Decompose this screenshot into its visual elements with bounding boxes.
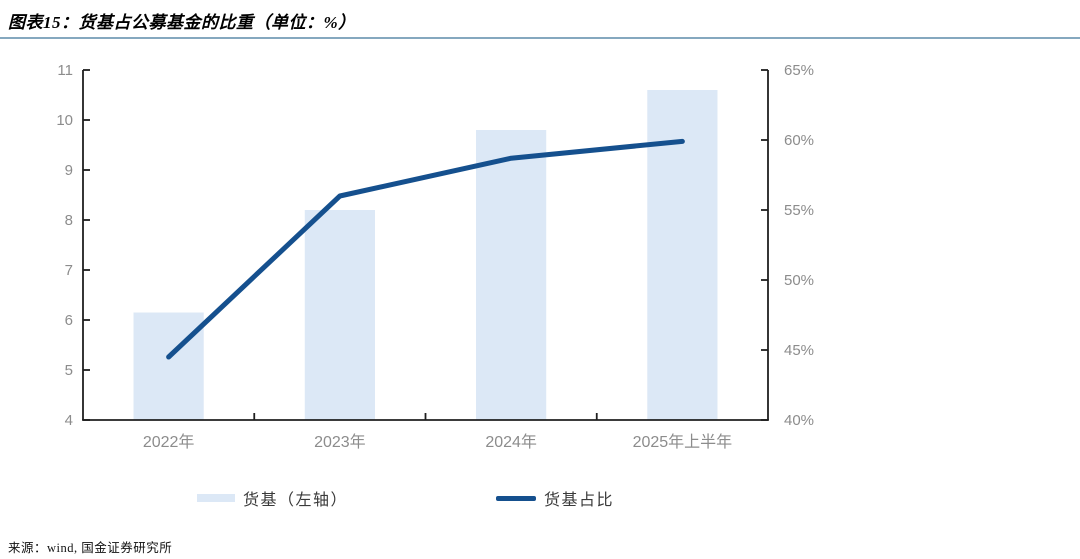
left-axis-tick-label: 11 (57, 62, 73, 79)
figure-title-row: 图表15：货基占公募基金的比重（单位：%） (8, 8, 356, 33)
bar-2022年 (133, 312, 204, 420)
bar-2023年 (304, 210, 375, 420)
x-axis-label: 2022年 (143, 433, 195, 451)
chart-svg: 4 5 6 7 8 9 10 11 40% 45% 50% 55% 60% 65% 2022年 2023年 20… (56, 62, 814, 451)
x-axis-label: 2025年上半年 (633, 433, 733, 451)
legend: 货基（左轴） 货基占比 (197, 486, 614, 510)
x-axis-label: 2023年 (314, 433, 366, 451)
figure-title: 图表15：货基占公募基金的比重（单位：%） (8, 13, 356, 32)
x-axis-label: 2024年 (485, 433, 537, 451)
bar-legend-swatch (197, 494, 235, 502)
right-axis-tick-label: 45% (784, 342, 814, 359)
bar-2024年 (476, 130, 547, 420)
left-axis-tick-label: 6 (65, 312, 73, 329)
right-axis-tick-label: 40% (784, 412, 814, 429)
right-axis-tick-label: 65% (784, 62, 814, 79)
legend-item-line: 货基占比 (496, 486, 614, 510)
line-series (166, 138, 685, 360)
left-axis-tick-label: 10 (56, 112, 73, 129)
left-axis-tick-label: 4 (65, 412, 73, 429)
title-underline (0, 37, 1080, 39)
left-axis-tick-label: 5 (65, 362, 73, 379)
line-legend-swatch (496, 495, 537, 501)
right-axis-tick-label: 50% (784, 272, 814, 289)
right-axis-tick-label: 55% (784, 202, 814, 219)
left-axis-tick-label: 7 (65, 262, 73, 279)
line-legend-label: 货基占比 (544, 492, 615, 509)
legend-item-bar: 货基（左轴） (197, 486, 348, 510)
bar-legend-label: 货基（左轴） (243, 492, 349, 509)
left-axis-tick-label: 8 (65, 212, 73, 229)
right-axis-tick-label: 60% (784, 132, 814, 149)
left-axis-tick-label: 9 (65, 162, 73, 179)
source-note: 来源：wind, 国金证券研究所 (8, 541, 173, 555)
